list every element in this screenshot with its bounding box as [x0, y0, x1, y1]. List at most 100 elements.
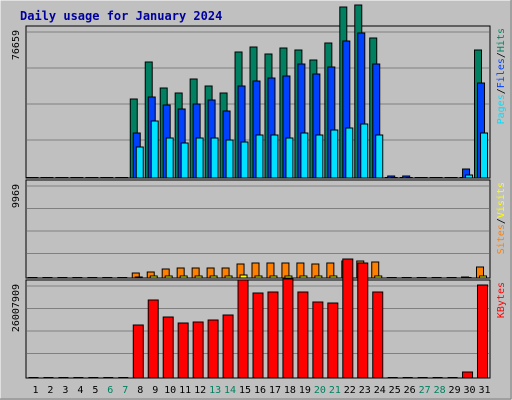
- legend-entry: /: [496, 218, 507, 224]
- bar-visits-day-12: [194, 275, 203, 279]
- x-tick-label-day-12: 12: [194, 385, 206, 396]
- x-tick-label-day-23: 23: [359, 385, 371, 396]
- bar-pages-day-4: [76, 177, 84, 178]
- bar-pages-day-7: [121, 177, 129, 178]
- x-tick-label-day-30: 30: [464, 385, 476, 396]
- x-tick-label-day-18: 18: [284, 385, 296, 396]
- legend-hits-files-pages: Pages/Files/Hits: [496, 28, 507, 124]
- bar-kbytes-day-26: [402, 377, 413, 378]
- bar-kbytes-day-8: [132, 324, 144, 379]
- bar-pages-day-5: [91, 177, 99, 178]
- x-tick-label-day-14: 14: [224, 385, 236, 396]
- x-tick-label-day-10: 10: [164, 385, 176, 396]
- bar-kbytes-day-30: [462, 371, 474, 379]
- bar-kbytes-day-6: [103, 377, 114, 378]
- bar-visits-day-28: [434, 277, 442, 278]
- bar-visits-day-8: [134, 276, 143, 279]
- bar-pages-day-12: [195, 137, 204, 179]
- bar-pages-day-23: [360, 123, 369, 179]
- x-tick-label-day-22: 22: [344, 385, 356, 396]
- bar-visits-day-7: [120, 277, 128, 278]
- bar-visits-day-14: [224, 275, 233, 279]
- bar-pages-day-8: [135, 146, 144, 179]
- bar-pages-day-1: [31, 177, 39, 178]
- bar-kbytes-day-16: [252, 292, 264, 379]
- bar-kbytes-day-24: [372, 291, 384, 379]
- bar-pages-day-10: [165, 137, 174, 179]
- chart-title: Daily usage for January 2024: [20, 9, 222, 23]
- bar-kbytes-day-11: [177, 322, 189, 379]
- bar-kbytes-day-2: [43, 377, 54, 378]
- bar-kbytes-day-10: [162, 316, 174, 379]
- legend-entry: /: [496, 88, 507, 94]
- x-tick-label-day-28: 28: [434, 385, 446, 396]
- bar-visits-day-9: [149, 275, 158, 279]
- bar-kbytes-day-27: [417, 377, 428, 378]
- bar-visits-day-25: [389, 277, 397, 278]
- x-tick-label-day-16: 16: [254, 385, 266, 396]
- bar-pages-day-9: [150, 120, 159, 179]
- bar-kbytes-day-12: [192, 321, 204, 379]
- bar-kbytes-day-25: [387, 377, 398, 378]
- bar-visits-day-1: [30, 277, 38, 278]
- bar-visits-day-20: [314, 275, 323, 279]
- bar-pages-day-6: [106, 177, 114, 178]
- bar-visits-day-29: [449, 277, 457, 278]
- bar-pages-day-11: [180, 142, 189, 179]
- bar-visits-day-15: [239, 274, 248, 279]
- legend-visits-sites: Sites/Visits: [496, 182, 507, 254]
- bar-pages-day-22: [345, 127, 354, 179]
- bar-kbytes-day-22: [342, 258, 354, 379]
- x-tick-label-day-26: 26: [404, 385, 416, 396]
- bar-pages-day-21: [330, 129, 339, 179]
- x-tick-label-day-1: 1: [32, 385, 38, 396]
- bar-visits-day-31: [479, 275, 488, 279]
- x-tick-label-day-8: 8: [137, 385, 143, 396]
- x-tick-label-day-20: 20: [314, 385, 326, 396]
- bar-kbytes-day-17: [267, 291, 279, 379]
- bar-visits-day-16: [254, 275, 263, 279]
- bar-pages-day-25: [390, 177, 398, 178]
- x-tick-label-day-2: 2: [47, 385, 53, 396]
- bar-pages-day-30: [465, 174, 474, 179]
- legend-entry: Files: [496, 58, 507, 88]
- bar-pages-day-28: [435, 177, 443, 178]
- bar-kbytes-day-15: [237, 279, 249, 379]
- bar-visits-day-17: [269, 275, 278, 279]
- bar-pages-day-26: [405, 177, 413, 178]
- x-tick-label-day-25: 25: [389, 385, 401, 396]
- x-tick-label-day-17: 17: [269, 385, 281, 396]
- bar-kbytes-day-23: [357, 262, 369, 379]
- legend-entry: Sites: [496, 224, 507, 254]
- bar-kbytes-day-9: [147, 299, 159, 379]
- bar-kbytes-day-7: [118, 377, 129, 378]
- x-tick-label-day-3: 3: [62, 385, 68, 396]
- bar-pages-day-27: [420, 177, 428, 178]
- x-tick-label-day-5: 5: [92, 385, 98, 396]
- bar-pages-day-3: [61, 177, 69, 178]
- bar-kbytes-day-4: [73, 377, 84, 378]
- legend-entry: /: [496, 52, 507, 58]
- x-tick-label-day-4: 4: [77, 385, 83, 396]
- bar-pages-day-17: [270, 134, 279, 179]
- bar-visits-day-13: [209, 275, 218, 279]
- bar-kbytes-day-14: [222, 314, 234, 379]
- y-max-label-kbytes: 26007909: [11, 284, 22, 332]
- y-max-label-hits-files-pages: 76659: [11, 30, 22, 60]
- x-tick-label-day-19: 19: [299, 385, 311, 396]
- bar-visits-day-4: [75, 277, 83, 278]
- bar-visits-day-27: [419, 277, 427, 278]
- bar-visits-day-5: [90, 277, 98, 278]
- x-tick-label-day-24: 24: [374, 385, 386, 396]
- x-tick-label-day-15: 15: [239, 385, 251, 396]
- bar-visits-day-19: [299, 275, 308, 279]
- bar-kbytes-day-3: [58, 377, 69, 378]
- bar-pages-day-24: [375, 134, 384, 179]
- bar-kbytes-day-18: [282, 278, 294, 379]
- bar-pages-day-2: [46, 177, 54, 178]
- bar-pages-day-15: [240, 141, 249, 179]
- bar-kbytes-day-29: [447, 377, 458, 378]
- panel-frame-visits-sites: [25, 179, 491, 279]
